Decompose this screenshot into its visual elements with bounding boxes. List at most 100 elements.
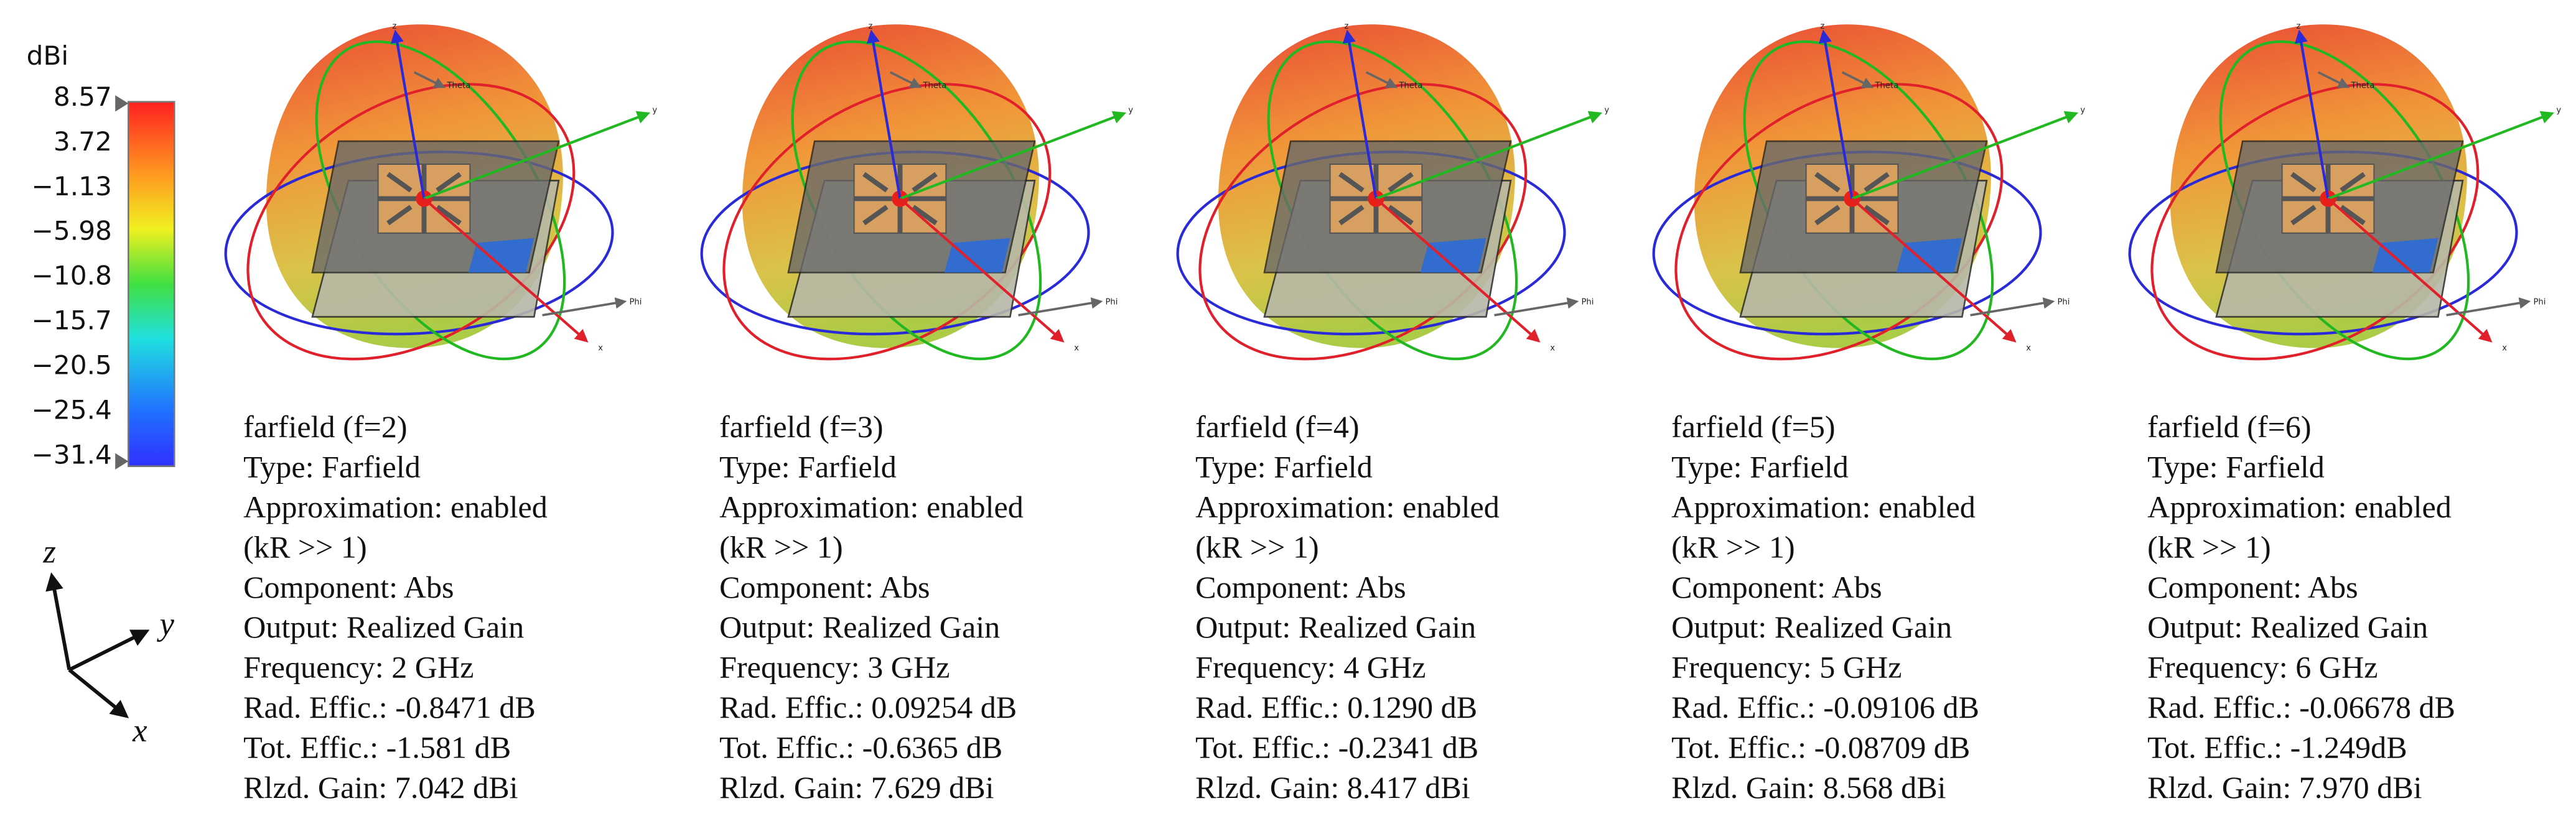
axis-label-phi: Phi — [2057, 298, 2070, 307]
info-line: Output: Realized Gain — [1195, 609, 1476, 644]
info-line: Rlzd. Gain: 8.568 dBi — [1671, 770, 1946, 805]
info-line: Rad. Effic.: 0.09254 dB — [719, 690, 1017, 725]
info-line: Frequency: 5 GHz — [1671, 650, 1902, 685]
colorbar-label: 8.57 — [54, 81, 112, 112]
axis-label-y: y — [2556, 106, 2561, 115]
axis-label-y: y — [1604, 106, 1609, 115]
info-line: Rlzd. Gain: 8.417 dBi — [1195, 770, 1470, 805]
x-axis — [423, 197, 589, 343]
info-line: Rlzd. Gain: 7.629 dBi — [719, 770, 994, 805]
info-line: farfield (f=5) — [1671, 409, 1836, 444]
info-line: Approximation: enabled — [719, 489, 1024, 524]
blue-region — [944, 238, 1010, 273]
info-line: (kR >> 1) — [243, 529, 367, 564]
colorbar-label: −5.98 — [32, 216, 112, 246]
axis-label-theta: Theta — [1398, 81, 1422, 90]
info-line: Approximation: enabled — [1195, 489, 1500, 524]
info-line: Approximation: enabled — [1671, 489, 1976, 524]
axis-label-y: y — [1128, 106, 1133, 115]
y-axis — [899, 111, 1127, 200]
z-axis — [2295, 29, 2330, 199]
phi-arrow — [1494, 297, 1579, 317]
info-line: farfield (f=2) — [243, 409, 408, 444]
colorbar-handles — [115, 95, 129, 470]
info-line: Type: Farfield — [2147, 450, 2325, 484]
colorbar-label: 3.72 — [54, 126, 112, 157]
phi-arrow — [1018, 297, 1103, 317]
colorbar-label: −25.4 — [32, 394, 112, 425]
theta-arrow — [889, 71, 922, 88]
axis-label-x: x — [2502, 344, 2507, 353]
y-axis — [1851, 111, 2079, 200]
z-axis — [866, 29, 902, 199]
x-axis — [1375, 197, 1541, 343]
colorbar-label: −1.13 — [32, 171, 112, 202]
axis-label-y: y — [652, 106, 657, 115]
info-line: (kR >> 1) — [1195, 529, 1319, 564]
colorbar-label: −20.5 — [32, 350, 112, 380]
axis-label-x: x — [1550, 344, 1555, 353]
x-axis — [1851, 197, 2017, 343]
theta-arrow — [413, 71, 446, 88]
info-line: Output: Realized Gain — [1671, 609, 1952, 644]
info-line: Type: Farfield — [1195, 450, 1373, 484]
info-line: Output: Realized Gain — [2147, 609, 2428, 644]
farfield-view: z y x Phi Theta farfield (f=2) Type: Farfield A… — [224, 22, 657, 805]
phi-arrow — [2446, 297, 2531, 317]
info-line: farfield (f=3) — [719, 409, 884, 444]
info-line: Approximation: enabled — [2147, 489, 2452, 524]
phi-arrow — [1970, 297, 2055, 317]
triad-z: z — [42, 534, 56, 570]
theta-arrow — [1365, 71, 1398, 88]
farfield-view: z y x Phi Theta farfield (f=3) Type: Farfield A… — [700, 22, 1133, 805]
colorbar-label: −10.8 — [32, 261, 112, 291]
info-line: Frequency: 2 GHz — [243, 650, 474, 685]
phi-arrow — [542, 297, 627, 317]
info-line: Frequency: 3 GHz — [719, 650, 950, 685]
info-line: farfield (f=6) — [2147, 409, 2312, 444]
z-axis — [1342, 29, 1378, 199]
triad-x: x — [132, 713, 147, 749]
axis-label-z: z — [392, 22, 396, 31]
info-line: Rad. Effic.: -0.09106 dB — [1671, 690, 1979, 725]
theta-arrow — [1841, 71, 1874, 88]
colorbar-unit: dBi — [27, 40, 69, 71]
axis-label-theta: Theta — [446, 81, 470, 90]
theta-circle-red — [1198, 83, 1528, 361]
blue-region — [1896, 238, 1962, 273]
z-axis — [390, 29, 426, 199]
theta-circle-red — [246, 83, 576, 361]
info-line: Rlzd. Gain: 7.970 dBi — [2147, 770, 2422, 805]
info-line: Rlzd. Gain: 7.042 dBi — [243, 770, 518, 805]
colorbar — [128, 101, 175, 468]
info-line: Output: Realized Gain — [719, 609, 1000, 644]
axis-label-z: z — [1821, 22, 1825, 31]
axis-label-phi: Phi — [2533, 298, 2546, 307]
y-axis — [2327, 111, 2555, 200]
axis-label-phi: Phi — [1105, 298, 1118, 307]
axis-label-phi: Phi — [1581, 298, 1594, 307]
axis-label-theta: Theta — [1874, 81, 1898, 90]
info-line: Type: Farfield — [719, 450, 897, 484]
y-axis — [1375, 111, 1603, 200]
info-line: Frequency: 6 GHz — [2147, 650, 2378, 685]
farfield-view: z y x Phi Theta farfield (f=6) Type: Farfield A… — [2128, 22, 2561, 805]
theta-circle-red — [2150, 83, 2480, 361]
info-line: Component: Abs — [719, 570, 930, 605]
info-line: Output: Realized Gain — [243, 609, 524, 644]
info-line: Tot. Effic.: -1.249dB — [2147, 730, 2407, 764]
farfield-view: z y x Phi Theta farfield (f=5) Type: Farfield A… — [1652, 22, 2085, 805]
info-line: Component: Abs — [1195, 570, 1406, 605]
info-line: Rad. Effic.: 0.1290 dB — [1195, 690, 1477, 725]
axis-label-theta: Theta — [922, 81, 946, 90]
axis-label-theta: Theta — [2350, 81, 2374, 90]
colorbar-label: −31.4 — [32, 439, 112, 470]
info-line: farfield (f=4) — [1195, 409, 1360, 444]
axis-label-z: z — [2297, 22, 2301, 31]
farfield-view: z y x Phi Theta farfield (f=4) Type: Farfield A… — [1176, 22, 1609, 805]
info-line: Component: Abs — [1671, 570, 1882, 605]
axis-label-x: x — [598, 344, 603, 353]
x-axis — [899, 197, 1065, 343]
blue-region — [468, 238, 534, 273]
